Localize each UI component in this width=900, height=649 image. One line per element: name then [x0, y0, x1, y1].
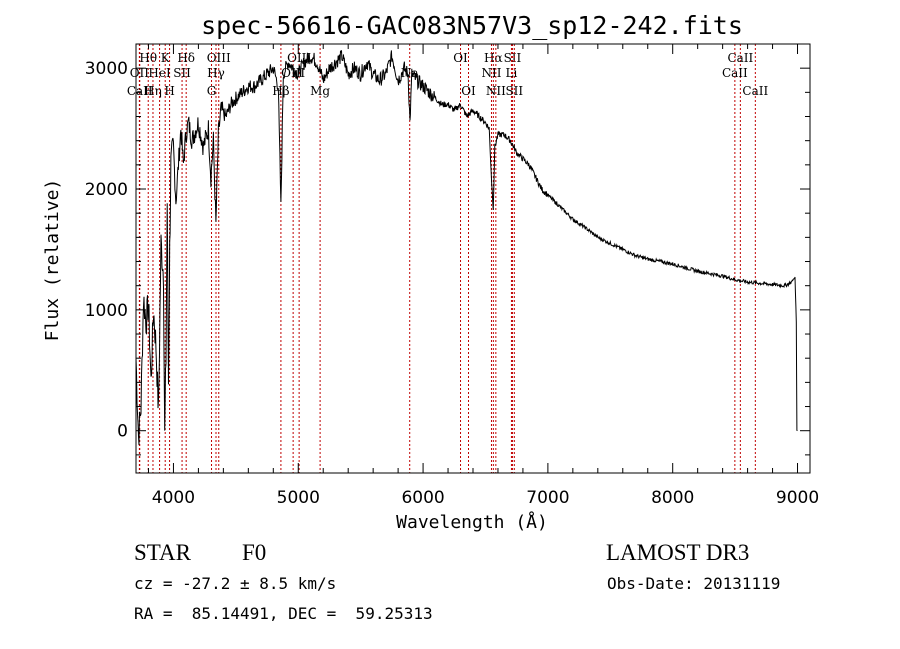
spectral-line-label: SII [173, 66, 191, 80]
plot-frame [135, 43, 811, 474]
spectral-line-label: K [161, 51, 171, 65]
spectral-line-label: SII [505, 84, 523, 98]
spectral-line-label: Hη [144, 84, 162, 98]
y-tick-label: 0 [117, 422, 128, 442]
spectral-line-label: Hδ [177, 51, 195, 65]
spectral-line-label: OI [453, 51, 468, 65]
spectral-line-label: Hγ [207, 66, 225, 80]
spectral-subclass: F0 [242, 540, 267, 565]
x-axis-label: Wavelength (Å) [396, 511, 548, 533]
y-tick-label: 2000 [85, 180, 128, 200]
x-tick-label: 9000 [776, 488, 819, 508]
spectral-line-label: CaII [127, 84, 153, 98]
x-tick-label: 8000 [651, 488, 694, 508]
spectral-line-label: HeI [148, 66, 171, 80]
object-class: STAR [134, 540, 191, 565]
spectral-line-label: NII [481, 66, 501, 80]
x-tick-label: 4000 [152, 488, 195, 508]
spectral-line-label: CaII [727, 51, 753, 65]
spectral-line-label: H [164, 84, 174, 98]
y-axis-label: Flux (relative) [42, 179, 63, 342]
spectral-line-label: OI [461, 84, 476, 98]
axes: 4000 5000 6000 7000 8000 9000 0 1000 2000 3000 [85, 43, 819, 508]
x-tick-label: 7000 [526, 488, 569, 508]
redshift-value: cz = -27.2 ± 8.5 km/s [134, 574, 337, 593]
spectral-line-label: G [207, 84, 217, 98]
spectral-line-label: SII [504, 51, 522, 65]
spectral-line-label: Hθ [139, 51, 157, 65]
spectrum-data [135, 50, 798, 446]
spectral-line-label: NII [486, 84, 506, 98]
flux-series-line [135, 50, 798, 446]
spectral-line-label: Hα [484, 51, 503, 65]
survey-name: LAMOST DR3 [606, 540, 750, 565]
spectral-line-label: Hβ [272, 84, 289, 98]
x-tick-label: 5000 [277, 488, 320, 508]
observation-date: Obs-Date: 20131119 [607, 574, 781, 593]
spectral-line-label: CaII [742, 84, 768, 98]
spectral-line-label: Li [506, 66, 518, 80]
x-tick-label: 6000 [401, 488, 444, 508]
spectral-line-label: Mg [310, 84, 330, 98]
chart-title: spec-56616-GAC083N57V3_sp12-242.fits [201, 11, 743, 40]
spectral-line-label: CaII [722, 66, 748, 80]
y-tick-label: 3000 [85, 59, 128, 79]
spectral-line-label: OIII [207, 51, 231, 65]
y-tick-label: 1000 [85, 301, 128, 321]
coordinates: RA = 85.14491, DEC = 59.25313 [134, 604, 433, 623]
